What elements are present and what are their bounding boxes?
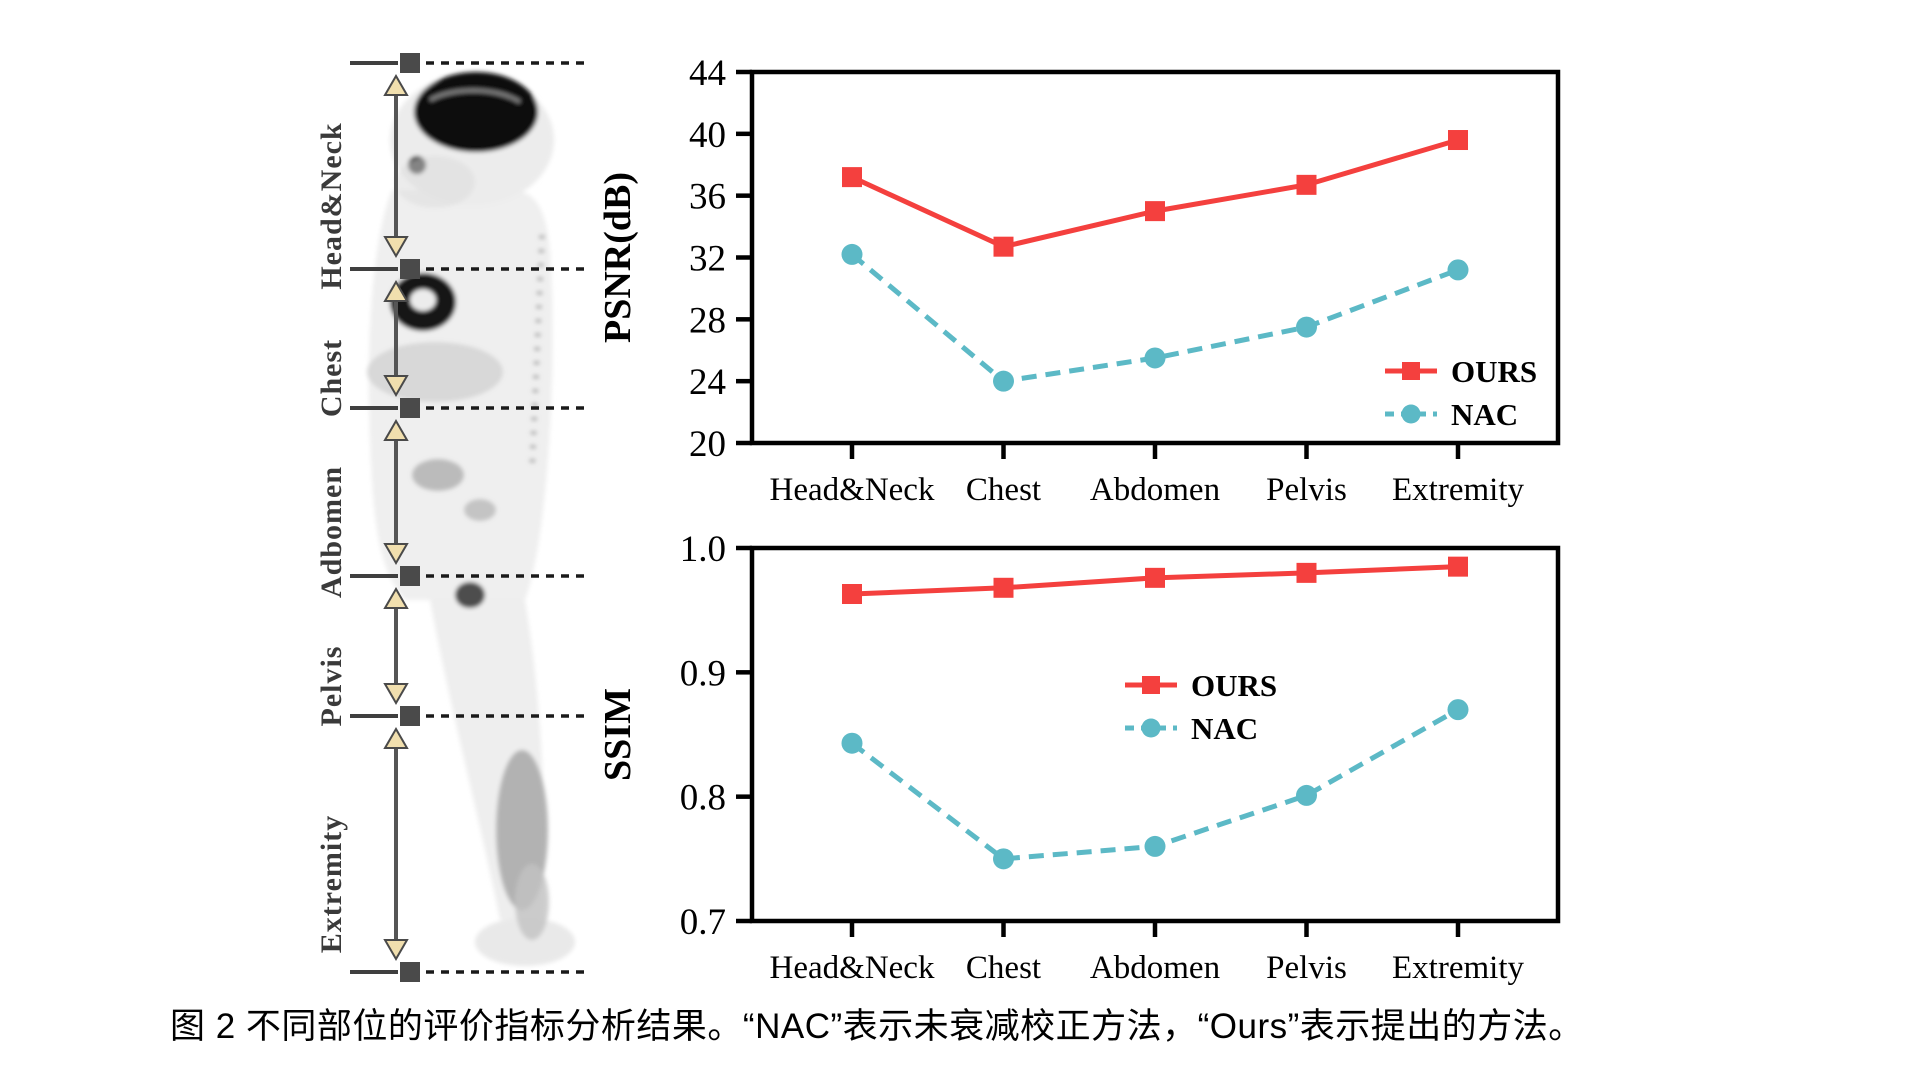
arrowhead-up-icon <box>383 419 409 441</box>
y-tick-label: 1.0 <box>680 529 726 570</box>
y-tick-label: 36 <box>689 177 726 218</box>
ssim-chart-panel: 1.0 0.9 0.8 0.7 Head&Neck Chest Abdomen Pelvis E… <box>560 510 1600 1010</box>
y-tick-label: 0.8 <box>680 778 726 819</box>
boundary-square <box>400 706 420 726</box>
x-tick-label: Pelvis <box>1266 950 1347 986</box>
legend-label-NAC: NAC <box>1451 397 1518 432</box>
y-tick-label: 28 <box>689 300 726 341</box>
arrowhead-down-icon <box>383 939 409 961</box>
region-label-chest: Chest <box>315 338 348 418</box>
legend-label-OURS: OURS <box>1451 354 1537 389</box>
y-tick-label: 32 <box>689 239 726 280</box>
y-tick-label: 0.7 <box>680 902 726 943</box>
x-tick-label: Abdomen <box>1090 472 1220 508</box>
data-point-square <box>993 236 1014 257</box>
data-point-circle <box>993 848 1014 870</box>
data-point-circle <box>1447 259 1469 281</box>
plot-frame <box>749 69 1561 446</box>
data-point-circle <box>1296 316 1317 338</box>
arrowhead-down-icon <box>383 375 409 397</box>
psnr-line-chart: 44 40 36 32 28 24 20 Head&Neck Chest Abdomen Pelvi… <box>597 53 1561 508</box>
boundary-square <box>400 53 420 73</box>
x-tick-label: Abdomen <box>1090 950 1220 986</box>
arrowhead-up-icon <box>383 280 409 302</box>
boundary-square <box>400 398 420 418</box>
ssim-line-chart: 1.0 0.9 0.8 0.7 Head&Neck Chest Abdomen Pelvis E… <box>597 529 1561 986</box>
x-tick-label: Pelvis <box>1266 472 1347 508</box>
x-tick-label: Extremity <box>1392 950 1524 986</box>
legend-marker-NAC <box>1141 718 1161 738</box>
x-tick-label: Chest <box>966 472 1041 508</box>
series-line-OURS <box>850 137 1459 250</box>
legend-marker-OURS <box>1142 676 1160 694</box>
y-axis-title: PSNR(dB) <box>597 172 639 343</box>
arrowhead-down-icon <box>383 683 409 705</box>
x-tick-label: Chest <box>966 950 1041 986</box>
y-tick-label: 0.9 <box>680 653 726 694</box>
x-tick-label: Head&Neck <box>770 950 935 986</box>
data-point-square <box>1296 562 1317 583</box>
legend-marker-OURS <box>1402 362 1420 380</box>
data-point-circle <box>1447 699 1469 721</box>
legend-label-OURS: OURS <box>1191 668 1277 703</box>
data-point-square <box>1448 556 1468 577</box>
arrowhead-up-icon <box>383 727 409 749</box>
data-point-square <box>993 577 1014 598</box>
y-tick-label: 44 <box>689 53 726 94</box>
arrowhead-up-icon <box>383 74 409 96</box>
data-point-square <box>842 584 862 605</box>
data-point-square <box>842 167 862 188</box>
figure-caption: 图 2 不同部位的评价指标分析结果。“NAC”表示未衰减校正方法，“Ours”表… <box>170 1007 1584 1046</box>
boundary-square <box>400 566 420 586</box>
data-point-circle <box>841 732 863 754</box>
boundary-square <box>400 962 420 982</box>
region-label-head-neck: Head&Neck <box>315 122 348 290</box>
y-axis-title: SSIM <box>597 688 639 781</box>
data-point-circle <box>993 370 1014 392</box>
region-label-abdomen: Adbomen <box>315 465 348 599</box>
x-tick-label: Extremity <box>1392 472 1524 508</box>
data-point-square <box>1145 201 1165 222</box>
legend-label-NAC: NAC <box>1191 711 1258 746</box>
region-label-pelvis: Pelvis <box>315 645 348 727</box>
arrowhead-down-icon <box>383 236 409 258</box>
y-tick-label: 24 <box>689 362 726 403</box>
data-point-square <box>1448 130 1468 151</box>
arrowhead-down-icon <box>383 543 409 565</box>
boundary-square <box>400 259 420 279</box>
x-tick-label: Head&Neck <box>770 472 935 508</box>
data-point-circle <box>841 243 863 265</box>
y-tick-label: 40 <box>689 115 726 156</box>
data-point-circle <box>1144 347 1166 369</box>
data-point-square <box>1145 567 1165 588</box>
y-tick-label: 20 <box>689 424 726 465</box>
arrowhead-up-icon <box>383 587 409 609</box>
anatomy-figure <box>350 53 588 982</box>
psnr-chart-panel: 44 40 36 32 28 24 20 Head&Neck Chest Abdomen Pelvi… <box>560 40 1600 510</box>
anatomy-panel <box>180 40 620 990</box>
measurement-annotations <box>350 53 588 982</box>
pet-body-image <box>367 72 575 966</box>
data-point-square <box>1296 174 1317 195</box>
legend-marker-NAC <box>1401 404 1421 424</box>
data-point-circle <box>1296 784 1317 806</box>
data-point-circle <box>1144 835 1166 857</box>
region-label-extremity: Extremity <box>315 814 348 954</box>
